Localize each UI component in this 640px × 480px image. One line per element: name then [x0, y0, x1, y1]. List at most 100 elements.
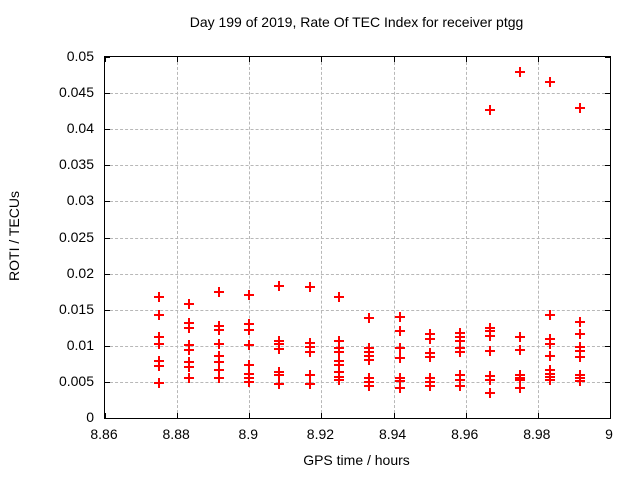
data-point-marker	[575, 103, 586, 114]
data-point-marker	[334, 366, 345, 377]
data-point-marker	[394, 326, 405, 337]
data-point-marker	[514, 67, 525, 78]
data-point-marker	[334, 346, 345, 357]
data-point-marker	[334, 336, 345, 347]
data-point-marker	[454, 346, 465, 357]
y-gridline	[105, 309, 610, 311]
y-tick-mark	[105, 57, 110, 58]
x-tick-label: 8.92	[306, 426, 335, 442]
y-tick-label: 0.03	[66, 192, 94, 209]
x-tick-label: 8.94	[378, 426, 407, 442]
x-tick-label: 8.9	[238, 426, 259, 442]
data-point-marker	[154, 310, 165, 321]
data-point-marker	[394, 342, 405, 353]
data-point-marker	[484, 330, 495, 341]
data-point-marker	[514, 383, 525, 394]
data-point-marker	[184, 340, 195, 351]
x-tick-mark	[465, 57, 467, 62]
data-point-marker	[575, 345, 586, 356]
y-tick-label: 0.01	[66, 336, 94, 353]
x-tick-mark	[465, 413, 467, 418]
y-gridline	[105, 165, 610, 167]
y-tick-mark	[105, 345, 110, 347]
data-point-marker	[214, 372, 225, 383]
data-point-marker	[274, 379, 285, 390]
data-point-marker	[544, 375, 555, 386]
data-point-marker	[334, 360, 345, 371]
data-point-marker	[154, 355, 165, 366]
data-point-marker	[454, 369, 465, 380]
data-point-marker	[454, 374, 465, 385]
y-gridline	[105, 201, 610, 203]
data-point-marker	[154, 378, 165, 389]
data-point-marker	[454, 335, 465, 346]
data-point-marker	[184, 317, 195, 328]
data-point-marker	[244, 319, 255, 330]
data-point-marker	[244, 376, 255, 387]
x-tick-mark	[537, 413, 539, 418]
y-tick-label: 0.015	[58, 300, 94, 317]
data-point-marker	[304, 379, 315, 390]
data-point-marker	[394, 376, 405, 387]
y-tick-mark	[605, 129, 610, 131]
y-gridline	[105, 129, 610, 131]
y-tick-mark	[605, 165, 610, 167]
y-tick-label: 0.045	[58, 84, 94, 101]
y-tick-mark	[605, 273, 610, 275]
y-tick-mark	[605, 381, 610, 383]
data-point-marker	[514, 332, 525, 343]
data-point-marker	[544, 310, 555, 321]
data-point-marker	[484, 345, 495, 356]
data-point-marker	[575, 351, 586, 362]
x-tick-mark	[393, 57, 395, 62]
data-point-marker	[364, 355, 375, 366]
x-tick-label: 8.86	[90, 426, 118, 442]
y-tick-mark	[105, 418, 110, 419]
data-point-marker	[244, 290, 255, 301]
x-axis-title: GPS time / hours	[303, 452, 410, 468]
y-tick-label: 0.04	[66, 120, 94, 137]
y-tick-mark	[105, 273, 110, 275]
data-point-marker	[244, 360, 255, 371]
data-point-marker	[154, 361, 165, 372]
data-point-marker	[244, 324, 255, 335]
x-tick-label: 8.96	[451, 426, 479, 442]
data-point-marker	[394, 353, 405, 364]
y-tick-mark	[605, 57, 610, 58]
data-point-marker	[484, 374, 495, 385]
x-tick-mark	[610, 57, 611, 62]
data-point-marker	[184, 345, 195, 356]
x-tick-mark	[321, 57, 323, 62]
x-tick-mark	[249, 57, 251, 62]
x-tick-label: 9	[605, 426, 613, 442]
y-tick-mark	[105, 165, 110, 167]
y-tick-label: 0.025	[58, 228, 94, 245]
x-tick-mark	[321, 413, 323, 418]
data-point-marker	[304, 346, 315, 357]
data-point-marker	[304, 282, 315, 293]
data-point-marker	[304, 369, 315, 380]
y-gridline	[105, 273, 610, 275]
data-point-marker	[184, 372, 195, 383]
data-point-marker	[184, 357, 195, 368]
data-point-marker	[575, 376, 586, 387]
data-point-marker	[454, 381, 465, 392]
data-point-marker	[274, 280, 285, 291]
x-tick-label: 8.88	[162, 426, 190, 442]
y-gridline	[105, 345, 610, 347]
data-point-marker	[154, 339, 165, 350]
plot-area	[104, 56, 611, 419]
y-gridline	[105, 237, 610, 239]
y-tick-mark	[105, 201, 110, 203]
data-point-marker	[484, 105, 495, 116]
data-point-marker	[364, 313, 375, 324]
y-tick-mark	[105, 129, 110, 131]
data-point-marker	[184, 298, 195, 309]
x-tick-mark	[610, 413, 611, 418]
y-tick-mark	[105, 93, 110, 95]
data-point-marker	[334, 291, 345, 302]
y-tick-mark	[605, 418, 610, 419]
data-point-marker	[214, 338, 225, 349]
y-tick-mark	[105, 381, 110, 383]
